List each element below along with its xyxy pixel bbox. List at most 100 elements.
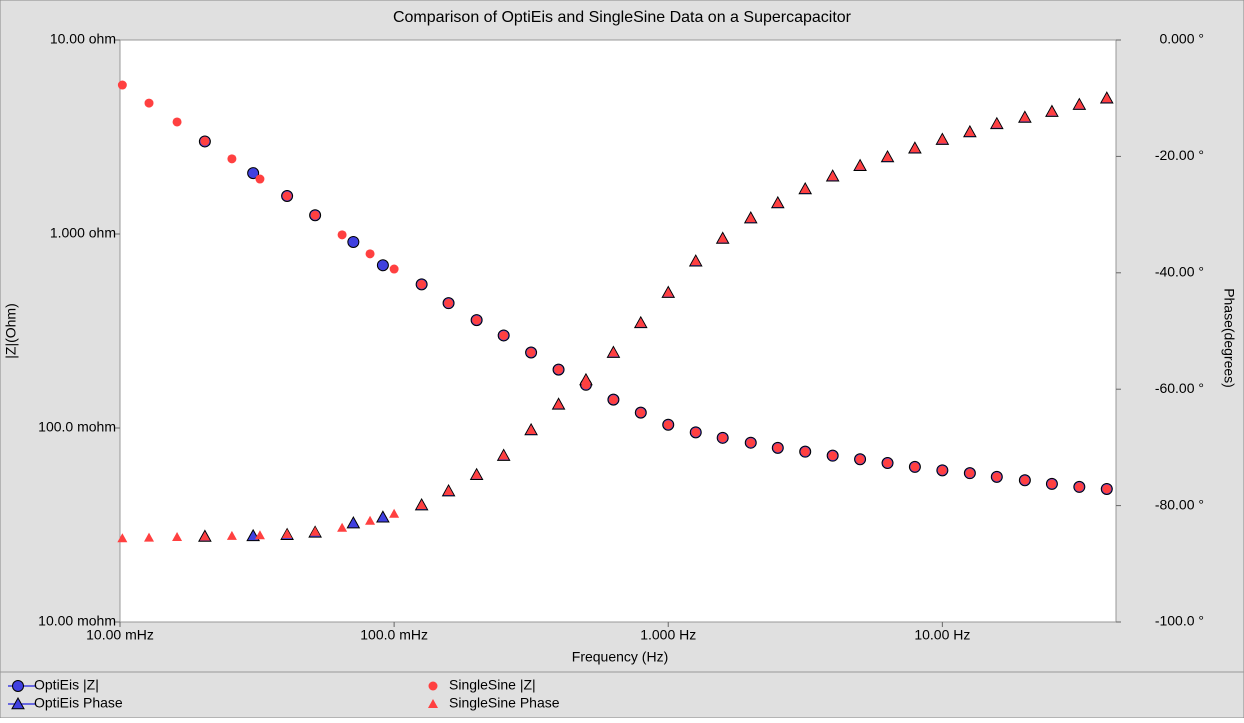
data-point bbox=[745, 213, 756, 223]
plot-area bbox=[119, 39, 1117, 623]
data-point bbox=[691, 427, 701, 437]
data-point bbox=[580, 374, 591, 384]
chart-title: Comparison of OptiEis and SingleSine Dat… bbox=[393, 9, 852, 26]
data-point bbox=[883, 458, 893, 468]
y2-tick-label: -60.00 ° bbox=[1155, 380, 1204, 396]
data-point bbox=[718, 433, 728, 443]
data-point bbox=[855, 454, 865, 464]
data-point bbox=[376, 510, 390, 523]
data-point bbox=[472, 315, 482, 325]
data-point bbox=[554, 365, 564, 375]
data-point bbox=[635, 317, 646, 327]
y-tick-label: 100.0 mohm bbox=[38, 419, 116, 435]
data-point bbox=[965, 468, 975, 478]
data-point bbox=[800, 183, 811, 193]
data-point bbox=[310, 526, 321, 536]
data-point bbox=[910, 462, 920, 472]
data-point bbox=[855, 160, 866, 170]
y-tick-label: 1.000 ohm bbox=[50, 225, 116, 241]
data-point bbox=[526, 424, 537, 434]
data-point bbox=[964, 126, 975, 136]
data-point bbox=[1047, 479, 1057, 489]
data-point bbox=[226, 530, 237, 540]
data-point bbox=[663, 287, 674, 297]
data-point bbox=[690, 256, 701, 266]
y-axis-label: |Z|(Ohm) bbox=[3, 303, 19, 359]
y2-tick-label: -100.0 ° bbox=[1155, 613, 1204, 629]
data-point bbox=[553, 399, 564, 409]
data-point bbox=[499, 330, 509, 340]
data-point bbox=[526, 348, 536, 358]
data-point bbox=[827, 171, 838, 181]
data-point bbox=[828, 451, 838, 461]
y2-axis-label: Phase(degrees) bbox=[1221, 288, 1237, 388]
data-point bbox=[200, 136, 210, 146]
data-point bbox=[717, 233, 728, 243]
y-tick-label: 10.00 ohm bbox=[50, 31, 116, 47]
data-point bbox=[772, 197, 783, 207]
data-point bbox=[1020, 475, 1030, 485]
data-point bbox=[471, 469, 482, 479]
data-point bbox=[347, 235, 360, 248]
legend-label: SingleSine Phase bbox=[449, 695, 560, 711]
data-point bbox=[1074, 99, 1085, 109]
y-tick-label: 10.00 mohm bbox=[38, 613, 116, 629]
legend-marker bbox=[428, 699, 438, 708]
data-point bbox=[282, 529, 293, 539]
data-point bbox=[773, 443, 783, 453]
data-point bbox=[937, 465, 947, 475]
x-tick-label: 10.00 mHz bbox=[86, 627, 154, 643]
y2-tick-label: 0.000 ° bbox=[1159, 31, 1204, 47]
data-point bbox=[992, 472, 1002, 482]
data-point bbox=[909, 143, 920, 153]
data-point bbox=[1074, 482, 1084, 492]
data-point bbox=[443, 486, 454, 496]
data-point bbox=[365, 515, 376, 525]
data-point bbox=[416, 500, 427, 510]
legend-marker bbox=[11, 696, 25, 710]
data-point bbox=[1102, 484, 1112, 494]
data-point bbox=[310, 210, 320, 220]
data-point bbox=[663, 420, 673, 430]
data-point bbox=[636, 408, 646, 418]
data-point bbox=[937, 134, 948, 144]
y2-tick-label: -20.00 ° bbox=[1155, 147, 1204, 163]
x-tick-label: 10.00 Hz bbox=[914, 627, 970, 643]
data-point bbox=[444, 298, 454, 308]
data-point bbox=[172, 532, 183, 542]
x-axis-label: Frequency (Hz) bbox=[572, 649, 668, 665]
data-point bbox=[389, 264, 399, 274]
data-point bbox=[337, 522, 348, 532]
x-tick-label: 100.0 mHz bbox=[360, 627, 428, 643]
data-point bbox=[882, 151, 893, 161]
data-point bbox=[337, 230, 347, 240]
data-point bbox=[365, 249, 375, 259]
y2-tick-label: -80.00 ° bbox=[1155, 496, 1204, 512]
data-point bbox=[144, 532, 155, 542]
data-point bbox=[1046, 106, 1057, 116]
legend-label: OptiEis Phase bbox=[34, 695, 123, 711]
legend-marker bbox=[12, 680, 24, 692]
x-tick-label: 1.000 Hz bbox=[640, 627, 696, 643]
data-point bbox=[417, 279, 427, 289]
data-point bbox=[117, 533, 128, 543]
data-point bbox=[199, 531, 210, 541]
legend-label: OptiEis |Z| bbox=[34, 677, 99, 693]
data-point bbox=[227, 154, 237, 164]
data-point bbox=[346, 516, 361, 529]
data-point bbox=[172, 117, 182, 127]
data-point bbox=[144, 98, 154, 108]
legend-label: SingleSine |Z| bbox=[449, 677, 536, 693]
data-point bbox=[608, 347, 619, 357]
data-point bbox=[247, 167, 260, 180]
data-point bbox=[746, 438, 756, 448]
data-point bbox=[255, 174, 265, 184]
y2-tick-label: -40.00 ° bbox=[1155, 264, 1204, 280]
data-point bbox=[1019, 112, 1030, 122]
data-point bbox=[608, 395, 618, 405]
data-point bbox=[991, 118, 1002, 128]
data-point bbox=[376, 259, 389, 272]
data-point bbox=[117, 80, 127, 90]
